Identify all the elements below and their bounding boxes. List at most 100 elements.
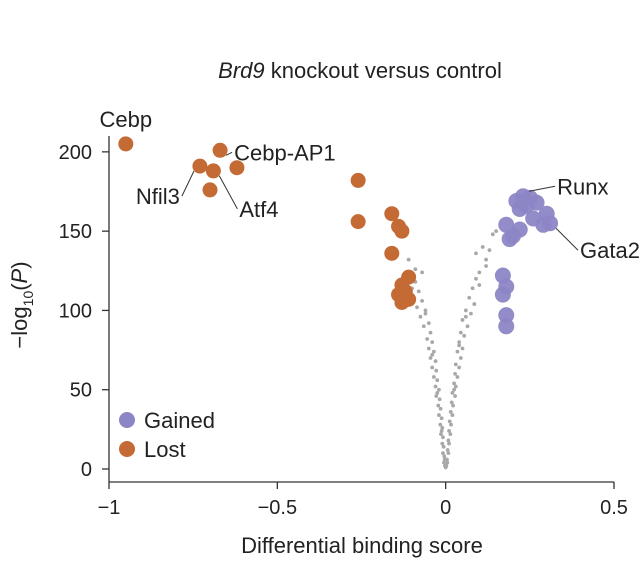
background-point: [450, 413, 455, 417]
background-point: [448, 432, 453, 437]
background-point: [477, 270, 482, 275]
background-point: [433, 359, 438, 364]
background-point: [445, 457, 449, 462]
background-point: [428, 356, 433, 360]
y-axis-label-log: −log: [7, 306, 32, 348]
background-point: [455, 349, 460, 354]
lost-point: [350, 214, 366, 230]
background-point: [457, 343, 462, 348]
background-point: [448, 410, 453, 414]
x-ticks: −1 −0.5 0 0.5: [98, 482, 628, 519]
background-point: [420, 299, 424, 303]
background-point: [434, 368, 439, 373]
background-point: [446, 438, 451, 443]
background-point: [428, 330, 433, 335]
gained-point: [501, 231, 518, 248]
background-point: [457, 340, 462, 345]
background-point: [440, 425, 445, 430]
background-point: [426, 321, 431, 326]
background-point: [484, 264, 488, 268]
lost-point: [384, 206, 400, 222]
background-point: [441, 444, 446, 449]
background-point: [433, 384, 438, 389]
lost-point: [394, 295, 410, 310]
lost-point: [394, 223, 410, 239]
background-point: [431, 349, 436, 354]
lost-point: [350, 172, 366, 188]
background-point: [435, 378, 440, 383]
chart-title-rest: knockout versus control: [265, 58, 502, 83]
background-point: [446, 451, 451, 456]
background-point: [438, 422, 443, 427]
y-tick-label: 200: [59, 142, 92, 164]
gained-points: [494, 188, 559, 335]
background-point: [406, 257, 411, 262]
background-point: [472, 302, 477, 306]
background-point: [447, 429, 451, 433]
chart-title: Brd9 knockout versus control: [218, 58, 502, 83]
gained-point: [494, 286, 511, 303]
background-point: [453, 362, 458, 367]
background-point: [484, 257, 488, 262]
annotation-label: Runx: [557, 174, 608, 199]
background-point: [452, 381, 456, 386]
background-point: [425, 337, 430, 341]
background-point: [470, 286, 475, 291]
legend-swatch-gained: [119, 412, 135, 428]
background-point: [423, 308, 428, 313]
y-ticks: 0 50 100 150 200: [59, 142, 109, 481]
background-point: [442, 460, 446, 465]
background-point: [445, 448, 450, 452]
y-axis-label-close: ): [7, 261, 32, 268]
background-point: [438, 406, 443, 411]
x-axis-label: Differential binding score: [241, 533, 483, 558]
background-point: [421, 324, 426, 329]
background-point: [453, 384, 458, 389]
lost-point: [212, 142, 228, 158]
annotation-label: Atf4: [239, 197, 278, 222]
background-point: [441, 435, 445, 440]
background-point: [447, 419, 452, 424]
legend-swatch-lost: [119, 441, 135, 457]
background-point: [451, 403, 455, 408]
background-point: [494, 229, 499, 234]
background-point: [423, 311, 428, 316]
background-point: [487, 248, 492, 253]
background-point: [439, 416, 444, 421]
annotation-leader-line: [181, 170, 195, 197]
background-point: [415, 305, 419, 310]
background-point: [474, 251, 478, 256]
gained-point: [498, 307, 515, 324]
chart-title-gene: Brd9: [218, 58, 264, 83]
background-point: [462, 333, 467, 338]
annotation-label: Nfil3: [136, 184, 180, 209]
background-point: [442, 454, 447, 459]
gained-point: [511, 200, 528, 217]
background-point: [441, 451, 445, 456]
background-point: [430, 352, 435, 357]
background-point: [453, 394, 457, 398]
background-point: [469, 311, 473, 316]
background-point: [458, 356, 463, 360]
lost-point: [192, 158, 208, 174]
background-point: [474, 276, 478, 281]
background-point: [460, 318, 465, 322]
background-point: [440, 441, 445, 446]
background-point: [420, 270, 424, 275]
gained-point: [498, 318, 515, 335]
background-point: [437, 413, 441, 417]
lost-point: [229, 160, 245, 176]
background-point: [431, 375, 436, 379]
background-point: [447, 441, 451, 446]
annotation-leader-line: [225, 151, 233, 156]
background-point: [467, 295, 472, 300]
x-tick-label: 0.5: [600, 497, 628, 519]
background-point: [426, 346, 431, 351]
background-point: [490, 232, 495, 237]
background-point: [430, 340, 435, 345]
annotation-label: Gata2: [580, 238, 640, 263]
background-point: [449, 400, 454, 405]
background-point: [477, 283, 482, 287]
background-point: [439, 429, 444, 433]
background-point: [436, 403, 441, 408]
